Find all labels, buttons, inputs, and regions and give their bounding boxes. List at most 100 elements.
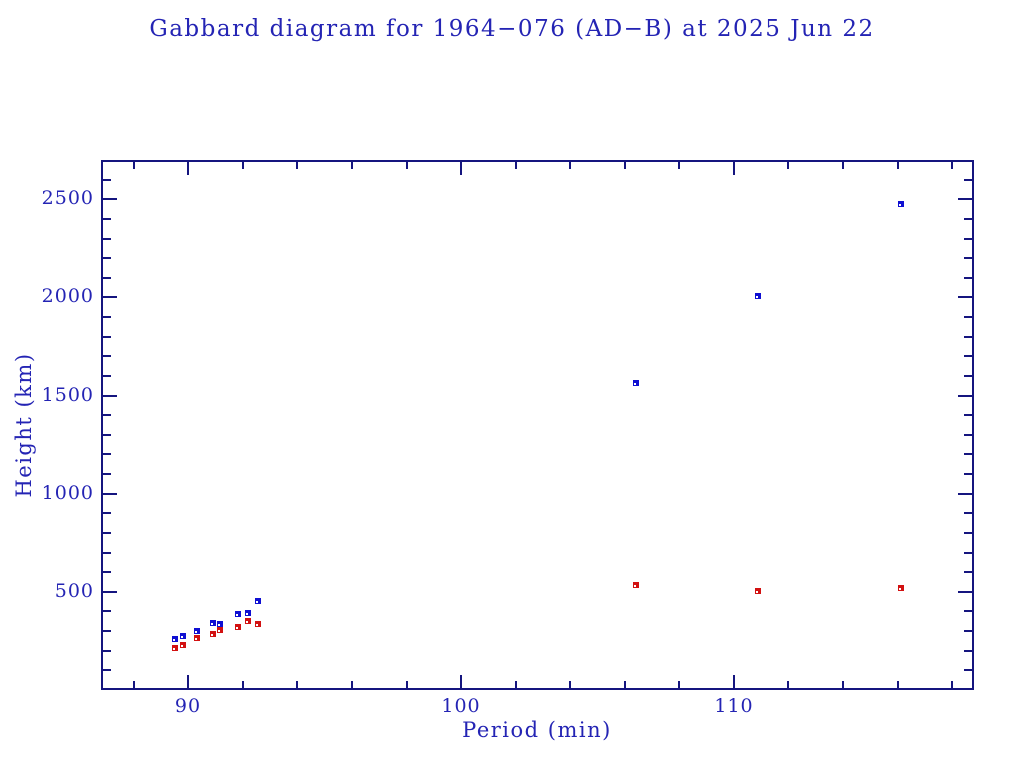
y-minor-tick-right <box>964 473 972 475</box>
data-point-perigee <box>210 631 216 637</box>
y-major-tick-right <box>958 395 972 397</box>
marker-notch <box>756 591 758 593</box>
data-point-perigee <box>194 635 200 641</box>
y-minor-tick-right <box>964 669 972 671</box>
data-point-perigee <box>245 618 251 624</box>
data-point-perigee <box>755 588 761 594</box>
y-minor-tick-right <box>964 336 972 338</box>
chart-title: Gabbard diagram for 1964−076 (AD−B) at 2… <box>149 16 875 42</box>
y-minor-tick <box>103 218 111 220</box>
x-minor-tick <box>133 681 135 688</box>
y-major-tick <box>103 296 117 298</box>
y-minor-tick <box>103 257 111 259</box>
x-minor-tick <box>242 681 244 688</box>
y-minor-tick <box>103 375 111 377</box>
x-minor-tick-top <box>515 162 517 169</box>
x-minor-tick <box>787 681 789 688</box>
x-minor-tick-top <box>242 162 244 169</box>
y-minor-tick-right <box>964 238 972 240</box>
marker-notch <box>256 624 258 626</box>
x-minor-tick <box>406 681 408 688</box>
x-minor-tick-top <box>842 162 844 169</box>
y-tick-label: 1500 <box>41 384 94 406</box>
y-minor-tick-right <box>964 375 972 377</box>
x-minor-tick <box>351 681 353 688</box>
marker-notch <box>634 585 636 587</box>
marker-notch <box>211 634 213 636</box>
marker-notch <box>181 645 183 647</box>
data-point-perigee <box>172 645 178 651</box>
data-point-apogee <box>180 633 186 639</box>
marker-notch <box>173 648 175 650</box>
data-point-apogee <box>255 598 261 604</box>
data-point-perigee <box>217 627 223 633</box>
y-minor-tick <box>103 630 111 632</box>
y-major-tick-right <box>958 198 972 200</box>
data-point-apogee <box>194 628 200 634</box>
x-minor-tick <box>515 681 517 688</box>
x-minor-tick-top <box>787 162 789 169</box>
y-tick-label: 2000 <box>41 285 94 307</box>
x-minor-tick <box>678 681 680 688</box>
marker-notch <box>236 614 238 616</box>
data-point-apogee <box>633 380 639 386</box>
x-minor-tick-top <box>951 162 953 169</box>
x-tick-label: 90 <box>174 695 202 717</box>
y-minor-tick <box>103 473 111 475</box>
x-major-tick-top <box>187 162 189 175</box>
y-minor-tick-right <box>964 610 972 612</box>
y-minor-tick <box>103 336 111 338</box>
data-point-apogee <box>172 636 178 642</box>
y-tick-label: 500 <box>54 580 94 602</box>
data-point-perigee <box>633 582 639 588</box>
y-minor-tick-right <box>964 179 972 181</box>
y-minor-tick <box>103 453 111 455</box>
marker-notch <box>181 636 183 638</box>
data-point-apogee <box>210 620 216 626</box>
marker-notch <box>211 623 213 625</box>
marker-notch <box>634 383 636 385</box>
y-major-tick <box>103 198 117 200</box>
x-minor-tick <box>951 681 953 688</box>
marker-notch <box>236 627 238 629</box>
y-minor-tick <box>103 355 111 357</box>
y-minor-tick-right <box>964 414 972 416</box>
data-point-apogee <box>245 610 251 616</box>
y-minor-tick-right <box>964 512 972 514</box>
y-major-tick-right <box>958 296 972 298</box>
x-tick-label: 110 <box>714 695 754 717</box>
data-point-apogee <box>217 621 223 627</box>
y-minor-tick <box>103 316 111 318</box>
marker-notch <box>195 638 197 640</box>
y-minor-tick <box>103 552 111 554</box>
marker-notch <box>218 624 220 626</box>
data-point-perigee <box>235 624 241 630</box>
y-minor-tick-right <box>964 532 972 534</box>
marker-notch <box>246 621 248 623</box>
marker-notch <box>899 588 901 590</box>
x-minor-tick-top <box>569 162 571 169</box>
x-minor-tick-top <box>624 162 626 169</box>
marker-notch <box>899 204 901 206</box>
x-minor-tick <box>897 681 899 688</box>
y-minor-tick <box>103 179 111 181</box>
x-minor-tick-top <box>296 162 298 169</box>
y-minor-tick-right <box>964 316 972 318</box>
x-major-tick <box>733 675 735 688</box>
y-major-tick <box>103 591 117 593</box>
y-major-tick-right <box>958 591 972 593</box>
y-minor-tick-right <box>964 277 972 279</box>
y-tick-label: 1000 <box>41 482 94 504</box>
y-major-tick-right <box>958 493 972 495</box>
y-minor-tick <box>103 414 111 416</box>
y-minor-tick-right <box>964 218 972 220</box>
x-minor-tick <box>842 681 844 688</box>
x-minor-tick-top <box>133 162 135 169</box>
data-point-perigee <box>255 621 261 627</box>
x-major-tick-top <box>460 162 462 175</box>
data-point-apogee <box>898 201 904 207</box>
x-major-tick <box>460 675 462 688</box>
x-minor-tick-top <box>678 162 680 169</box>
x-major-tick <box>187 675 189 688</box>
y-minor-tick <box>103 571 111 573</box>
